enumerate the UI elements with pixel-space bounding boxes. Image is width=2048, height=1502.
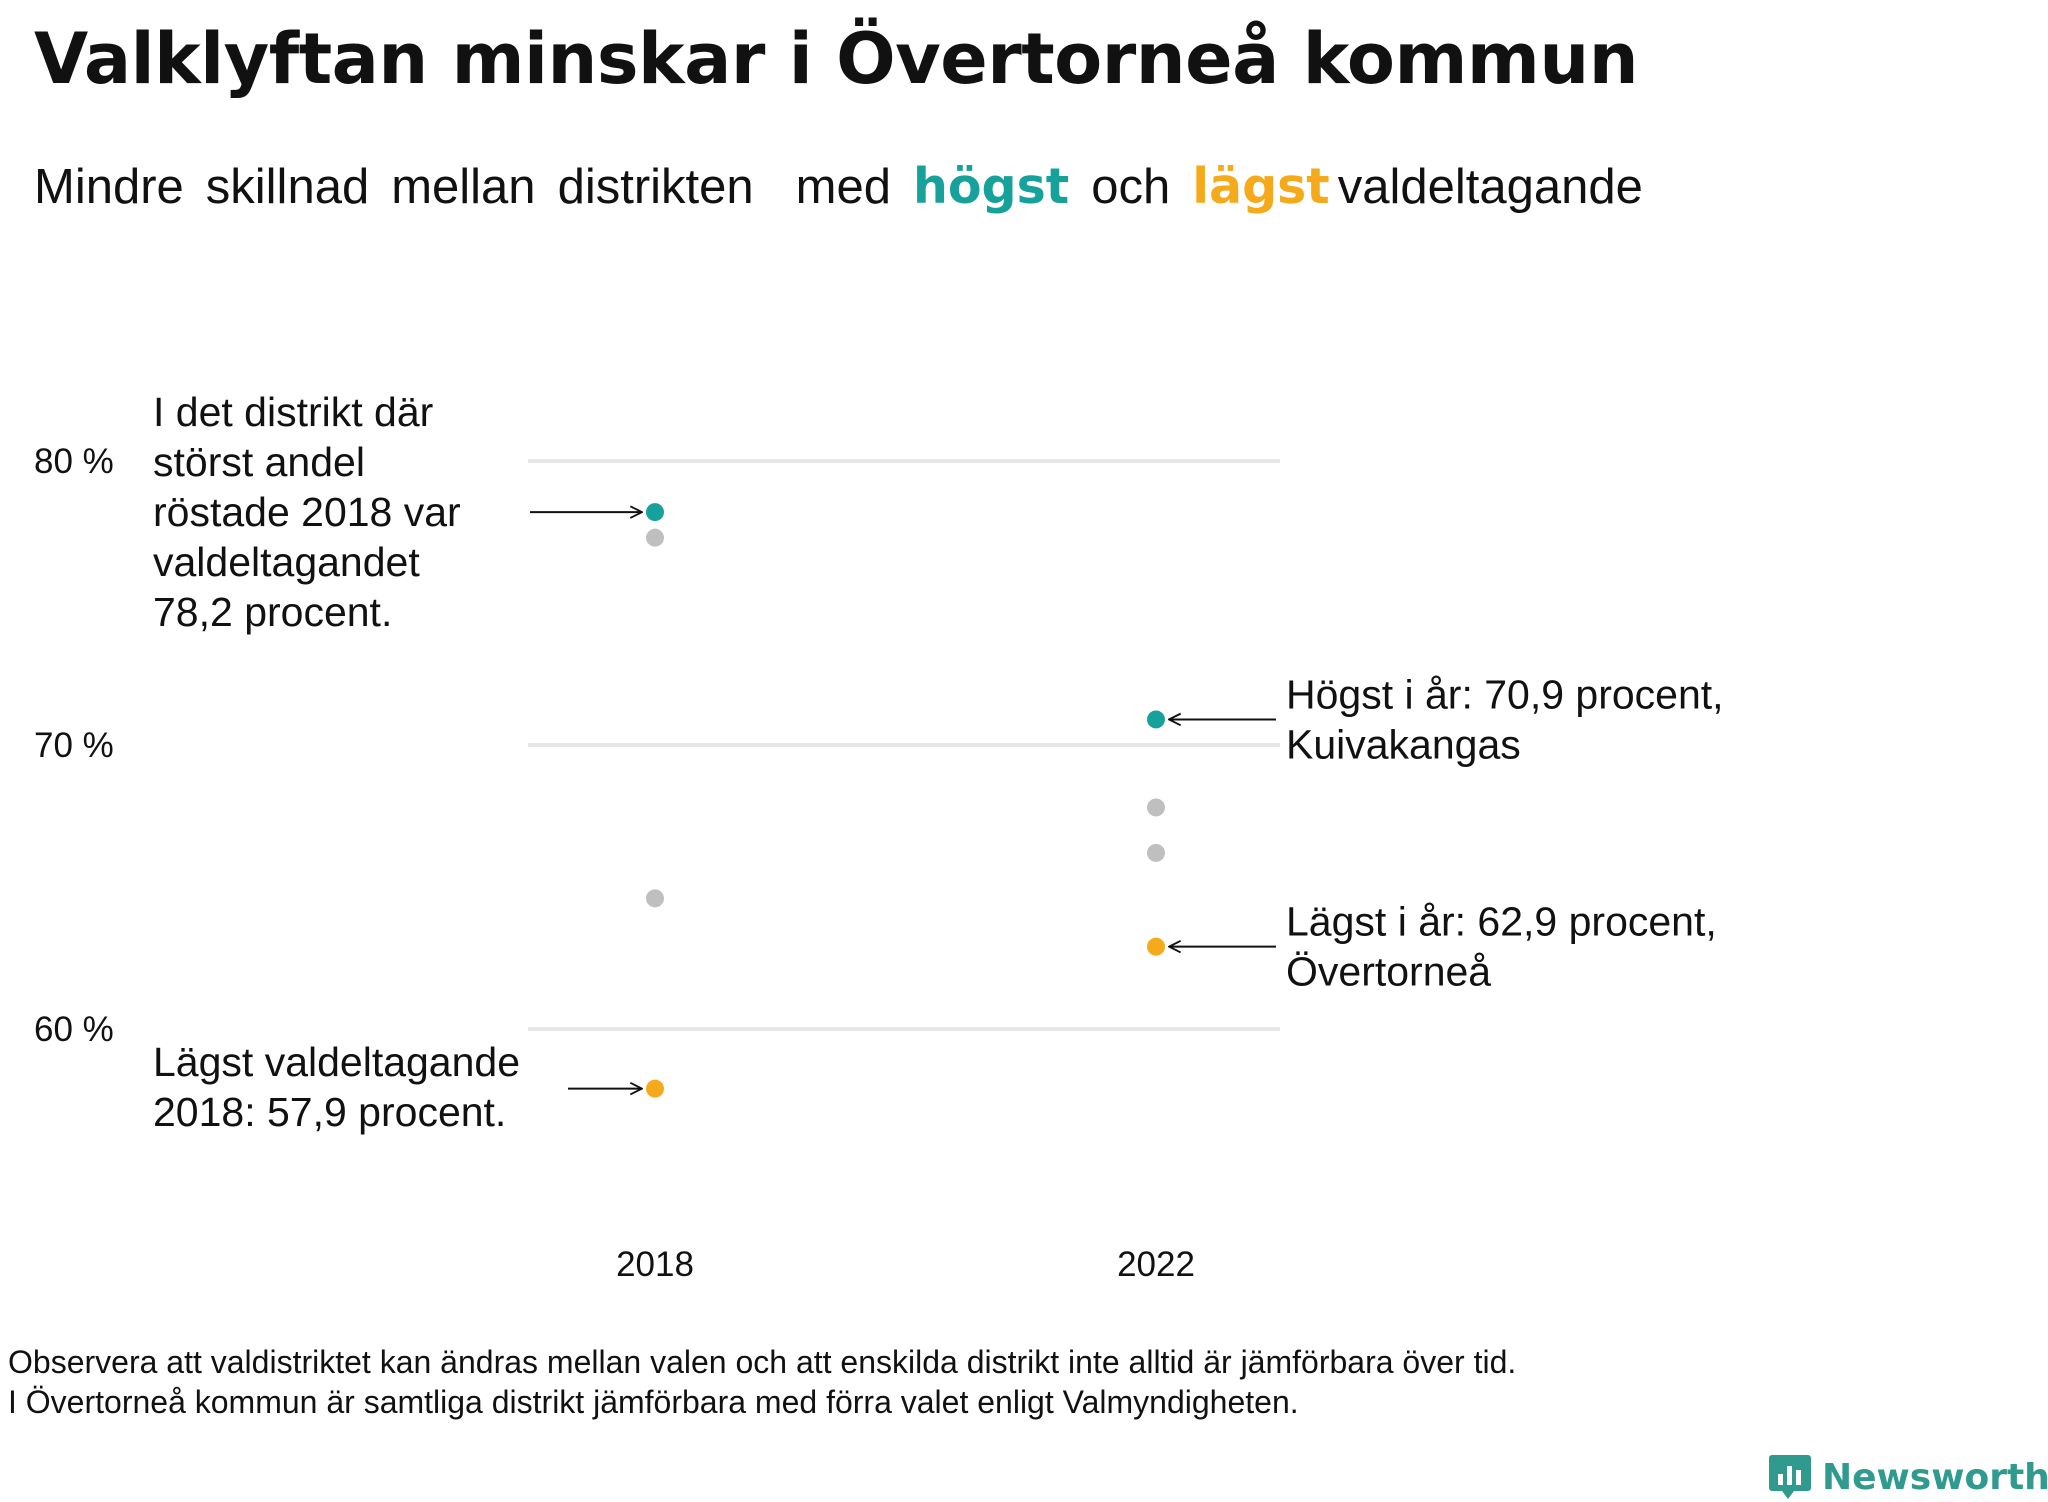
chart-subtitle: Mindre skillnad mellan distrikten med högst oc… [34,158,1643,215]
y-tick-label: 70 % [34,726,114,765]
annotation-line: 78,2 procent. [153,589,392,635]
data-point-other [1147,798,1165,817]
data-point-high [1147,710,1165,729]
data-point-other [646,528,664,547]
x-tick-label: 2022 [1117,1245,1195,1284]
annotation-line: Övertorneå [1286,949,1491,995]
y-tick-label: 60 % [34,1010,114,1049]
subtitle-word: Mindre [34,160,184,214]
data-point-low [646,1079,664,1098]
footnote-line: Observera att valdistriktet kan ändras m… [8,1344,1517,1380]
subtitle-word: distrikten [557,160,754,214]
annotation-line: Kuivakangas [1286,721,1521,767]
annotation-line: Högst i år: 70,9 procent, [1286,671,1724,717]
subtitle-word: skillnad [205,160,370,214]
footnote-line: I Övertorneå kommun är samtliga distrikt… [8,1384,1299,1420]
subtitle-word: med [795,160,891,214]
annotation-line: valdeltagandet [153,539,420,585]
data-point-low [1147,937,1165,956]
annotation-line: Lägst i år: 62,9 procent, [1286,899,1717,945]
subtitle-highlight-high: högst [912,158,1070,215]
annotation-line: störst andel [153,439,365,485]
data-point-other [1147,843,1165,862]
annotation-line: Lägst valdeltagande [153,1039,520,1085]
brand-name: Newsworthy [1822,1456,2048,1498]
newsworthy-chart-icon [1769,1455,1811,1499]
annotation-line: 2018: 57,9 procent. [153,1089,506,1135]
data-point-other [646,889,664,908]
newsworthy-logo: Newsworthy [1768,1452,2048,1502]
annotation-line: I det distrikt där [153,389,433,435]
subtitle-connector: och [1091,160,1171,214]
x-tick-label: 2018 [616,1245,694,1284]
subtitle-tail: valdeltagande [1337,160,1643,214]
chart-title: Valklyftan minskar i Övertorneå kommun [34,18,1639,100]
subtitle-word: mellan [391,160,536,214]
subtitle-highlight-low: lägst [1192,158,1330,215]
y-tick-label: 80 % [34,442,114,481]
annotation-line: röstade 2018 var [153,489,461,535]
data-point-high [646,503,664,522]
